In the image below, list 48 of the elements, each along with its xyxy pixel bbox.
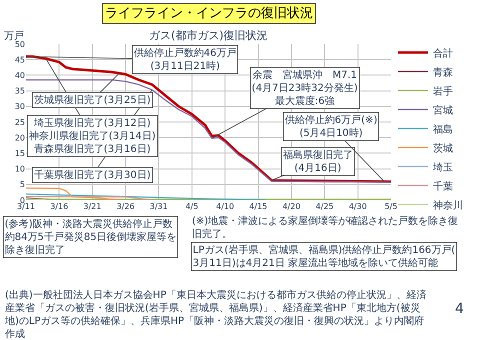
x-tick-label: 3/31	[150, 202, 168, 211]
annotation: 福島県復旧完了(4月16日)	[282, 148, 353, 174]
x-tick-label: 3/11	[17, 202, 35, 211]
annotation: 余震 宮城県沖 M7.1(4月7日23時32分発生)最大震度:6強	[252, 68, 358, 107]
annotation: 茨城県復旧完了(3月25日)	[34, 94, 151, 106]
text: (出典)一般社団法人日本ガス協会HP「東日本大震災における都市ガス供給の停止状況」、経済産業省「ガスの被害・復旧状況(岩手県、宮城県、福島県)」、経済産業省HP「東北地方(被災地)のLPガス等の供給確保」、兵庫県HP「阪神・淡路大震災の復旧・復興の状況」より内閣府作成	[4, 289, 426, 340]
y-tick-label: 50	[14, 40, 25, 49]
y-tick-label: 15	[14, 149, 25, 158]
y-tick-label: 45	[14, 55, 25, 64]
x-tick-label: 4/30	[348, 202, 367, 211]
line-series	[26, 188, 120, 200]
x-tick-label: 3/26	[116, 202, 135, 211]
y-tick-label: 40	[14, 71, 25, 80]
x-tick-label: 4/20	[282, 202, 300, 211]
line-series	[26, 79, 391, 183]
legend-label: 茨城	[432, 142, 453, 154]
annotation: 千葉県復旧完了(3月30日)	[34, 168, 151, 181]
y-tick-label: 5	[20, 180, 25, 190]
x-tick-label: 3/16	[50, 202, 68, 211]
x-tick-label: 4/15	[249, 202, 268, 211]
y-tick-label: 10	[14, 164, 25, 174]
legend-label: 埼玉	[432, 161, 453, 174]
annotation: 供給停止約6万戸(※)(5月4日10時)	[284, 114, 378, 139]
text: (※)地震・津波による家屋倒壊等が確認された戸数を除き復旧完了。	[192, 215, 458, 240]
annotation: 埼玉県復旧完了(3月12日)神奈川県復旧完了(3月14日)青森県復旧完了(3月16日)	[28, 116, 156, 155]
y-tick-label: 25	[14, 118, 25, 127]
annotation: 供給停止戸数約46万戸(3月11日21時)	[134, 46, 237, 72]
legend-label: 合計	[432, 47, 453, 60]
x-tick-label: 4/25	[316, 202, 334, 211]
x-tick-label: 4/10	[216, 202, 234, 211]
chart-title: ライフライン・インフラの復旧状況	[105, 6, 313, 21]
legend-label: 神奈川	[432, 199, 463, 212]
x-tick-label: 5/5	[384, 202, 398, 211]
chart-subtitle: ガス(都市ガス)復旧状況	[149, 29, 268, 42]
legend-label: 千葉	[432, 180, 453, 192]
x-tick-label: 3/21	[83, 202, 102, 211]
y-tick-label: 20	[14, 133, 25, 142]
legend-label: 宮城	[432, 104, 453, 116]
x-tick-label: 4/5	[185, 202, 198, 211]
y-tick-label: 30	[14, 102, 25, 112]
legend-label: 福島	[432, 123, 453, 136]
text: LPガス(岩手県、宮城県、福島県)供給停止戸数約166万戸(3月11日)は4月21日 家屋流出等地域を除いて供給可能	[192, 244, 456, 269]
text: (参考)阪神・淡路大震災供給停止戸数約84万5千戸発災85日後倒壊家屋等を除き復旧完了	[4, 218, 177, 256]
y-axis-title: 万戸	[4, 31, 24, 42]
legend-label: 青森	[432, 66, 453, 78]
text: 4	[455, 301, 464, 317]
y-tick-label: 35	[14, 86, 25, 96]
legend-label: 岩手	[432, 85, 453, 98]
